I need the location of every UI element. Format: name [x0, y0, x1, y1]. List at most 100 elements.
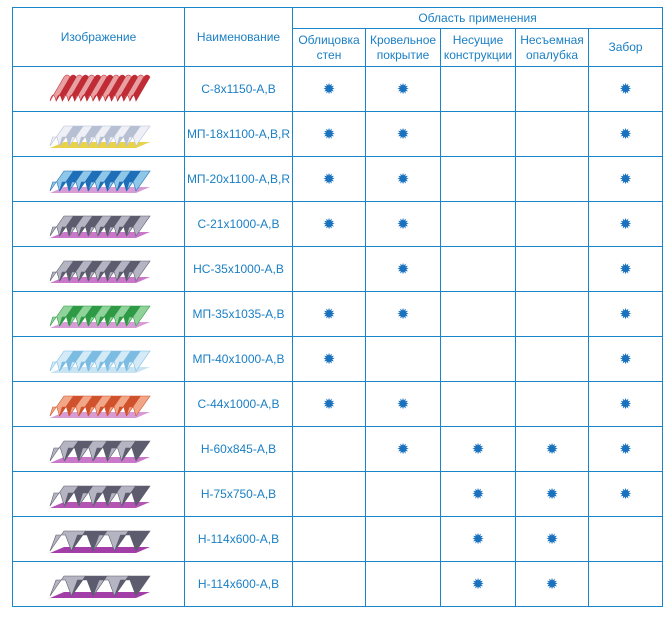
applicable-mark-icon: ✹: [619, 440, 632, 458]
table-row: МП-20х1100-А,В,R ✹ ✹ ✹: [12, 156, 664, 202]
cell-facade-cladding: [292, 516, 366, 562]
cell-fence: ✹: [587, 156, 664, 202]
applicable-mark-icon: ✹: [322, 215, 336, 233]
cell-roofing: ✹: [365, 426, 441, 472]
applicable-mark-icon: ✹: [471, 440, 485, 458]
applicable-mark-icon: ✹: [619, 485, 632, 503]
table-row: НС-35х1000-А,В ✹ ✹: [12, 246, 664, 292]
sheet-underside: [49, 547, 150, 553]
sheet-underside: [49, 322, 150, 328]
applicable-mark-icon: ✹: [471, 575, 485, 593]
sheet-underside: [49, 592, 150, 598]
header-application-area: Область применения: [291, 7, 664, 29]
cell-facade-cladding: ✹: [292, 336, 366, 382]
product-name: С-8х1150-А,В: [184, 66, 293, 112]
sheet-rib: [125, 215, 151, 237]
header-facade-cladding: Облицовка стен: [292, 28, 366, 67]
profile-sheet-image: [49, 260, 151, 283]
image-cell: [12, 381, 185, 427]
applicable-mark-icon: ✹: [471, 485, 485, 503]
image-cell: [12, 471, 185, 517]
profile-sheet-image: [49, 305, 151, 328]
applicable-mark-icon: ✹: [545, 575, 559, 593]
profile-sheet-image: [49, 440, 151, 463]
cell-permanent-formwork: [515, 246, 589, 292]
sheet-rib: [125, 125, 151, 147]
applicable-mark-icon: ✹: [322, 305, 336, 323]
cell-load-bearing: ✹: [440, 426, 516, 472]
product-name: С-21х1000-А,В: [184, 201, 293, 247]
cell-facade-cladding: ✹: [292, 66, 366, 112]
header-line: покрытие: [376, 47, 430, 62]
header-line: Облицовка: [298, 32, 360, 47]
sheet-underside: [49, 187, 150, 193]
cell-load-bearing: ✹: [440, 561, 516, 607]
cell-permanent-formwork: [515, 66, 589, 112]
cell-fence: ✹: [587, 201, 664, 247]
table-row: МП-35х1035-А,В ✹ ✹ ✹: [12, 291, 664, 337]
cell-load-bearing: [440, 381, 516, 427]
cell-permanent-formwork: [515, 201, 589, 247]
applicable-mark-icon: ✹: [619, 80, 632, 98]
applicable-mark-icon: ✹: [619, 125, 632, 143]
image-cell: [12, 66, 185, 112]
cell-facade-cladding: ✹: [292, 381, 366, 427]
sheet-rib: [125, 305, 151, 327]
profile-sheet-image: [49, 395, 151, 418]
cell-facade-cladding: ✹: [292, 201, 366, 247]
cell-roofing: ✹: [365, 201, 441, 247]
applicable-mark-icon: ✹: [396, 440, 410, 458]
header-line: Несъемная: [520, 32, 584, 47]
cell-permanent-formwork: [515, 336, 589, 382]
applicable-mark-icon: ✹: [322, 350, 336, 368]
header-image: Изображение: [12, 7, 185, 67]
cell-roofing: ✹: [365, 291, 441, 337]
product-name: МП-20х1100-А,В,R: [184, 156, 293, 202]
applicable-mark-icon: ✹: [396, 170, 410, 188]
profile-sheet-image: [49, 350, 151, 373]
cell-load-bearing: [440, 66, 516, 112]
cell-roofing: [365, 471, 441, 517]
sheet-rib: [125, 260, 151, 282]
cell-fence: [587, 516, 664, 562]
cell-permanent-formwork: ✹: [515, 471, 589, 517]
image-cell: [12, 201, 185, 247]
cell-fence: ✹: [587, 246, 664, 292]
cell-permanent-formwork: ✹: [515, 561, 589, 607]
table-row: Н-60х845-А,В ✹ ✹ ✹ ✹: [12, 426, 664, 472]
applicable-mark-icon: ✹: [545, 485, 559, 503]
cell-load-bearing: [440, 336, 516, 382]
cell-permanent-formwork: ✹: [515, 516, 589, 562]
cell-permanent-formwork: [515, 111, 589, 157]
cell-fence: ✹: [587, 336, 664, 382]
table-row: С-8х1150-А,В ✹ ✹ ✹: [12, 66, 664, 112]
table-row: МП-40х1000-А,В ✹ ✹: [12, 336, 664, 382]
image-cell: [12, 111, 185, 157]
image-cell: [12, 426, 185, 472]
image-cell: [12, 336, 185, 382]
cell-roofing: ✹: [365, 111, 441, 157]
applicable-mark-icon: ✹: [619, 305, 632, 323]
sheet-underside: [49, 412, 150, 418]
cell-permanent-formwork: [515, 381, 589, 427]
cell-facade-cladding: [292, 471, 366, 517]
cell-roofing: ✹: [365, 381, 441, 427]
product-name: С-44х1000-А,В: [184, 381, 293, 427]
sheet-underside: [49, 142, 150, 148]
product-name: МП-18х1100-А,В,R: [184, 111, 293, 157]
sheet-underside: [49, 277, 150, 283]
sheet-rib: [125, 350, 151, 372]
cell-load-bearing: [440, 156, 516, 202]
table-row: МП-18х1100-А,В,R ✹ ✹ ✹: [12, 111, 664, 157]
applicable-mark-icon: ✹: [396, 125, 410, 143]
cell-permanent-formwork: [515, 156, 589, 202]
applicable-mark-icon: ✹: [619, 350, 632, 368]
applicable-mark-icon: ✹: [396, 305, 410, 323]
sheet-underside: [49, 232, 150, 238]
header-name: Наименование: [184, 7, 293, 67]
cell-fence: ✹: [587, 381, 664, 427]
profile-sheet-image: [49, 125, 151, 148]
cell-facade-cladding: [292, 246, 366, 292]
applicable-mark-icon: ✹: [396, 215, 410, 233]
header-line: Несущие: [452, 32, 504, 47]
